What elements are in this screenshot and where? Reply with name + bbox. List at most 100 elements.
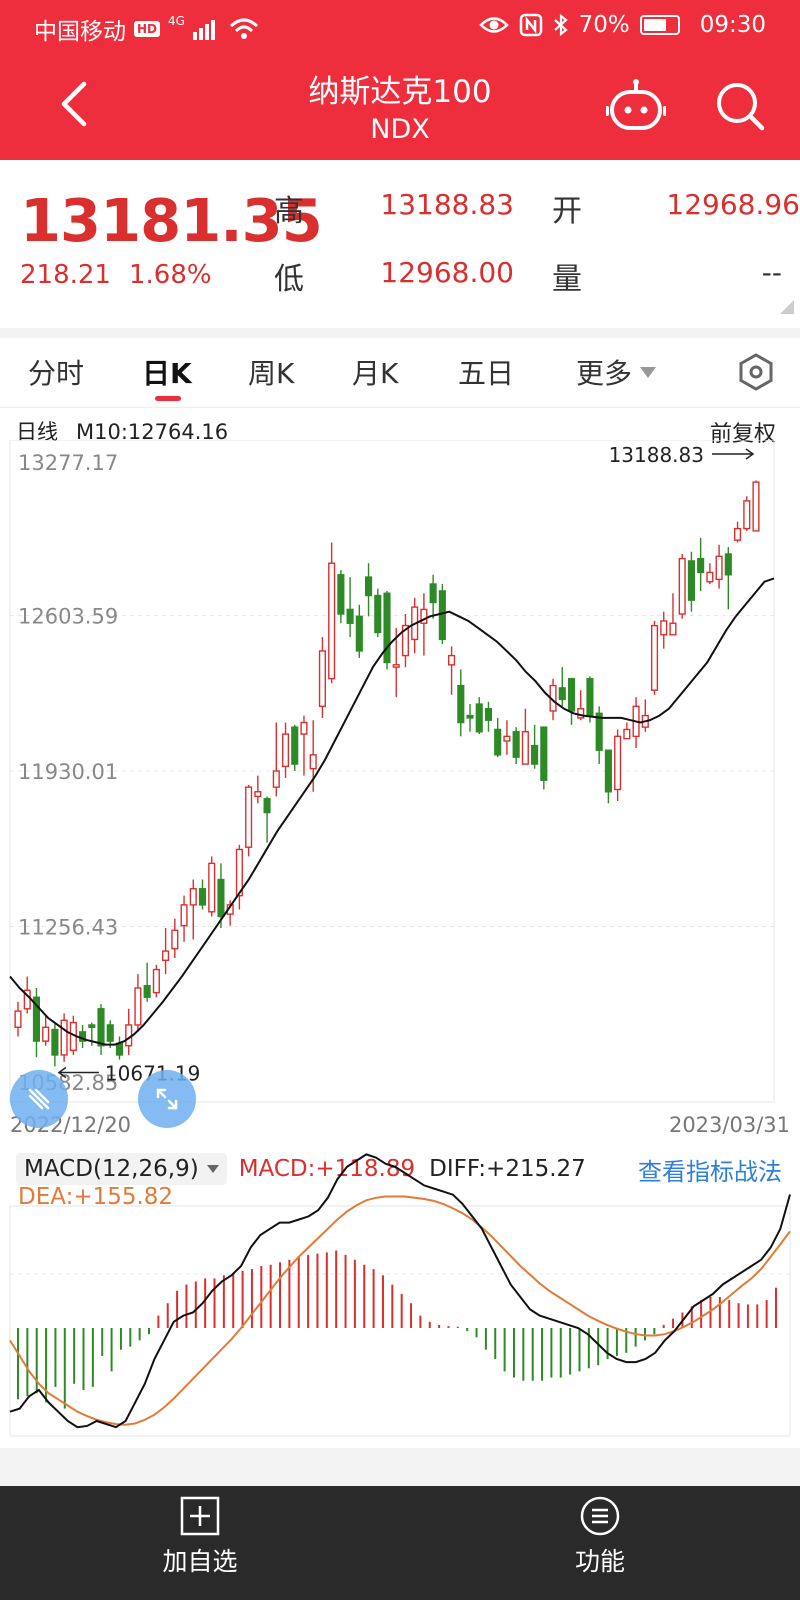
candle-body: [689, 561, 695, 600]
tab-monthly-k[interactable]: 月K: [352, 352, 398, 392]
kline-chart[interactable]: 13277.1712603.5911930.0111256.4310582.85…: [0, 440, 800, 1136]
candle-body: [61, 1020, 67, 1055]
page-title: 纳斯达克100: [200, 66, 600, 111]
divider: [0, 328, 800, 338]
candle-body: [753, 482, 759, 531]
candle-body: [15, 1011, 21, 1027]
tab-intraday[interactable]: 分时: [28, 352, 84, 392]
candle-body: [190, 889, 196, 905]
candle-body: [375, 596, 381, 633]
active-tab-indicator: [155, 396, 181, 401]
candle-body: [476, 704, 482, 732]
candle-body: [467, 716, 473, 718]
tab-more-label: 更多: [576, 357, 632, 390]
tab-weekly-k[interactable]: 周K: [248, 352, 294, 392]
candle-body: [596, 713, 602, 750]
candle-body: [504, 736, 510, 741]
candle-body: [209, 863, 215, 911]
candle-body: [310, 755, 316, 769]
candle-body: [163, 951, 169, 960]
candle-body: [716, 556, 722, 579]
candle-body: [246, 787, 252, 847]
symbol-code: NDX: [200, 114, 600, 145]
expand-icon: [152, 1084, 182, 1114]
eye-icon: [479, 14, 509, 36]
battery-icon: [640, 15, 680, 35]
chevron-down-icon: [640, 367, 656, 378]
candle-body: [661, 621, 667, 635]
tab-daily-k[interactable]: 日K: [142, 352, 192, 392]
search-icon: [712, 78, 768, 134]
candle-body: [439, 591, 445, 639]
high-marker-label: 13188.83: [609, 443, 704, 467]
dea-line: [10, 1197, 790, 1425]
candle-body: [523, 732, 529, 764]
candle-body: [486, 709, 492, 721]
x-end-label: 2023/03/31: [669, 1113, 790, 1136]
y-tick-label: 13277.17: [18, 451, 118, 475]
tab-more[interactable]: 更多: [576, 352, 656, 392]
back-button[interactable]: [48, 76, 100, 132]
robot-icon: [606, 78, 666, 134]
volume-label: 量: [552, 254, 582, 298]
expand-corner-icon[interactable]: [780, 300, 794, 314]
candle-body: [218, 880, 224, 917]
candle-body: [283, 734, 289, 766]
candle-body: [430, 584, 436, 602]
candle-body: [172, 930, 178, 948]
carrier-label: 中国移动: [34, 12, 126, 46]
scroll-left-button[interactable]: [10, 1070, 68, 1128]
period-tabs: 分时 日K 周K 月K 五日 更多: [0, 338, 800, 408]
y-tick-label: 11256.43: [18, 916, 118, 940]
back-arrow-icon: [58, 80, 90, 128]
bottom-spacer: [0, 1448, 800, 1486]
functions-button[interactable]: 功能: [500, 1496, 700, 1578]
low-value: 12968.00: [380, 256, 514, 289]
macd-chart[interactable]: [0, 1136, 800, 1446]
nav-bar: 纳斯达克100 NDX: [0, 56, 800, 160]
candle-body: [652, 626, 658, 691]
candle-body: [384, 593, 390, 662]
candle-body: [569, 679, 575, 711]
high-value: 13188.83: [380, 188, 514, 221]
candle-body: [670, 623, 676, 635]
fullscreen-button[interactable]: [138, 1070, 196, 1128]
candle-body: [393, 665, 399, 667]
candle-body: [735, 529, 741, 541]
bottom-toolbar: 加自选 功能: [0, 1486, 800, 1600]
candle-body: [495, 729, 501, 754]
candle-body: [366, 577, 372, 595]
chart-settings-button[interactable]: [736, 352, 776, 392]
y-tick-label: 12603.59: [18, 605, 118, 629]
assistant-button[interactable]: [606, 78, 666, 134]
candle-body: [255, 792, 261, 797]
menu-circle-icon: [580, 1496, 620, 1536]
diff-line: [10, 1154, 790, 1427]
candle-body: [698, 559, 704, 573]
open-value: 12968.96: [666, 188, 800, 221]
candle-body: [273, 771, 279, 787]
y-tick-label: 11930.01: [18, 760, 118, 784]
open-label: 开: [552, 186, 582, 230]
candle-body: [513, 732, 519, 757]
search-button[interactable]: [712, 78, 768, 134]
clock: 09:30: [700, 12, 766, 38]
candle-body: [458, 686, 464, 723]
network-label: 4G: [168, 14, 185, 28]
bluetooth-icon: [553, 13, 569, 37]
candle-body: [338, 575, 344, 614]
tab-five-day[interactable]: 五日: [458, 352, 514, 392]
candle-body: [52, 1030, 58, 1055]
candle-body: [181, 905, 187, 926]
candle-body: [126, 1025, 132, 1046]
top-bar: 中国移动 HD 4G 70% 09:30 纳斯达克100 NDX: [0, 0, 800, 160]
candle-body: [347, 609, 353, 623]
add-watchlist-button[interactable]: 加自选: [100, 1496, 300, 1578]
candle-body: [89, 1025, 95, 1027]
change-percent: 1.68%: [129, 260, 212, 290]
candle-body: [200, 889, 206, 905]
candle-body: [264, 799, 270, 813]
volume-value: --: [762, 256, 782, 289]
candle-body: [43, 1027, 49, 1041]
candle-body: [707, 572, 713, 581]
